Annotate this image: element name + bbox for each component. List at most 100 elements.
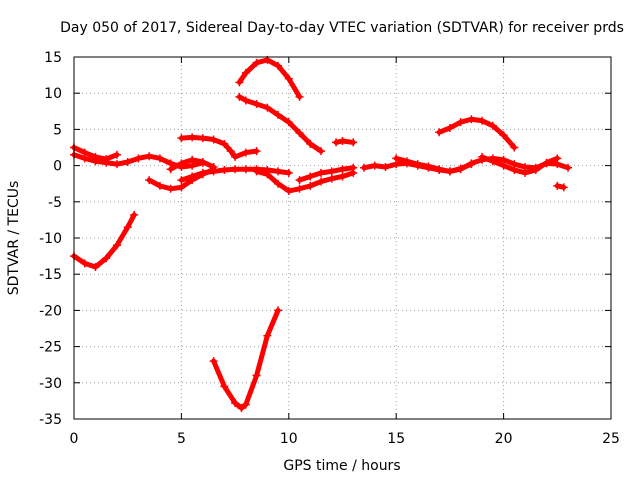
- series-arc-f: [177, 165, 293, 185]
- data-point: [349, 138, 358, 147]
- data-point: [252, 147, 261, 156]
- series-trace: [211, 307, 281, 411]
- series-arc-g: [177, 133, 261, 161]
- x-axis-label: GPS time / hours: [283, 458, 400, 474]
- x-tick-label: 5: [177, 431, 186, 447]
- data-point: [402, 157, 411, 166]
- data-point: [188, 133, 197, 142]
- data-point: [349, 163, 358, 172]
- data-point: [252, 167, 261, 176]
- data-point: [188, 172, 197, 181]
- data-point: [198, 168, 207, 177]
- data-point: [327, 167, 336, 176]
- data-point: [252, 100, 261, 109]
- y-tick-labels: 15 10 5 0 -5 -10 -15 -20 -25 -30 -35: [39, 50, 62, 428]
- data-point: [295, 176, 304, 185]
- data-point: [295, 184, 304, 193]
- y-tick-label: 0: [53, 159, 62, 175]
- data-point: [317, 147, 326, 156]
- data-point: [435, 165, 444, 174]
- x-tick-label: 25: [602, 431, 620, 447]
- data-point: [306, 139, 315, 148]
- series-arc-p: [435, 115, 519, 152]
- data-point: [510, 143, 519, 152]
- data-point: [231, 152, 240, 161]
- grid: [74, 57, 611, 419]
- data-point: [317, 168, 326, 177]
- data-point: [435, 128, 444, 137]
- y-tick-label: -15: [39, 267, 62, 283]
- data-point: [456, 164, 465, 173]
- data-point: [220, 165, 229, 174]
- data-point: [220, 139, 229, 148]
- x-tick-labels: 0 5 10 15 20 25: [70, 431, 620, 447]
- data-point: [295, 92, 304, 101]
- axis-ticks: [73, 56, 612, 420]
- data-point: [209, 167, 218, 176]
- data-point: [306, 181, 315, 190]
- data-point: [241, 165, 250, 174]
- data-point: [274, 179, 283, 188]
- data-point: [564, 163, 573, 172]
- data-point: [392, 154, 401, 163]
- y-tick-label: -10: [39, 231, 62, 247]
- data-point: [80, 154, 89, 163]
- data-point: [91, 157, 100, 166]
- data-point: [263, 170, 272, 179]
- data-point: [112, 150, 121, 159]
- data-point: [123, 157, 132, 166]
- data-point: [263, 331, 272, 340]
- data-point: [145, 176, 154, 185]
- data-point: [198, 157, 207, 166]
- data-point: [359, 163, 368, 172]
- data-point: [145, 152, 154, 161]
- data-point: [231, 165, 240, 174]
- data-point: [381, 163, 390, 172]
- data-point: [235, 92, 244, 101]
- data-point: [177, 159, 186, 168]
- data-point: [134, 154, 143, 163]
- data-point: [317, 177, 326, 186]
- data-point: [284, 186, 293, 195]
- data-point: [237, 404, 246, 413]
- data-point: [274, 110, 283, 119]
- series-arc-k: [252, 167, 358, 195]
- series-arc-m: [332, 136, 358, 147]
- series-arc-j: [235, 92, 326, 156]
- data-point: [123, 223, 132, 232]
- data-point: [155, 181, 164, 190]
- data-point: [220, 382, 229, 391]
- data-point: [188, 155, 197, 164]
- data-point: [241, 68, 250, 77]
- y-tick-label: -30: [39, 376, 62, 392]
- series-arc-r: [553, 181, 568, 192]
- data-point: [252, 371, 261, 380]
- data-point: [531, 165, 540, 174]
- y-tick-label: 15: [44, 50, 62, 66]
- y-tick-label: 5: [53, 122, 62, 138]
- data-point: [327, 174, 336, 183]
- data-points: [70, 55, 573, 413]
- data-point: [231, 399, 240, 408]
- data-point: [91, 262, 100, 271]
- x-tick-label: 20: [495, 431, 513, 447]
- data-point: [370, 161, 379, 170]
- x-tick-label: 10: [280, 431, 298, 447]
- data-point: [284, 74, 293, 83]
- data-point: [559, 183, 568, 192]
- data-point: [209, 135, 218, 144]
- data-point: [467, 160, 476, 169]
- data-point: [456, 118, 465, 127]
- series-arc-c: [70, 210, 139, 271]
- x-tick-label: 15: [387, 431, 405, 447]
- data-point: [488, 121, 497, 130]
- data-point: [553, 154, 562, 163]
- data-point: [274, 306, 283, 315]
- data-point: [130, 210, 139, 219]
- data-point: [338, 165, 347, 174]
- data-point: [263, 103, 272, 112]
- series-trace: [236, 94, 324, 154]
- data-point: [542, 158, 551, 167]
- data-point: [478, 116, 487, 125]
